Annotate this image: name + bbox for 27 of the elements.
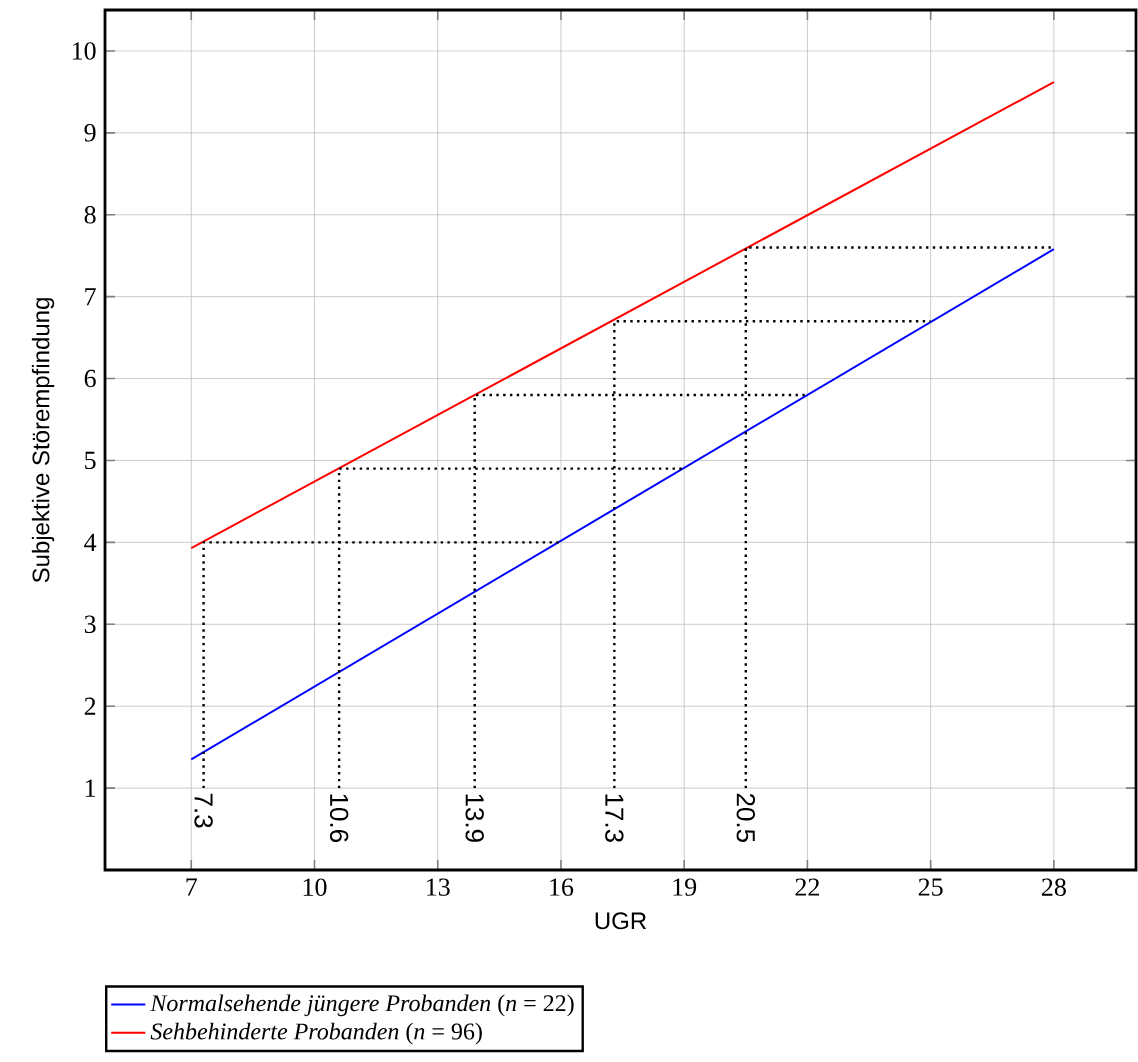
y-tick-label: 1 xyxy=(85,779,96,797)
x-tick-label: 10 xyxy=(303,878,327,896)
x-tick-label: 25 xyxy=(918,878,943,896)
x-axis-title: UGR xyxy=(595,912,647,930)
annotation: 17.3 xyxy=(605,794,624,842)
y-tick-label: 10 xyxy=(72,42,96,60)
annotation: 10.6 xyxy=(329,794,349,842)
annotation: 13.9 xyxy=(465,794,484,842)
y-tick-label: 6 xyxy=(84,369,96,388)
y-axis-title: Subjektive Störempfindung xyxy=(31,298,55,583)
annotation: 20.5 xyxy=(736,793,756,842)
x-tick-label: 22 xyxy=(795,878,819,896)
legend-label: Normalsehende jüngere Probanden (n = 22) xyxy=(150,994,574,1017)
y-tick-label: 7 xyxy=(85,288,96,306)
y-tick-label: 8 xyxy=(84,206,96,224)
y-tick-label: 4 xyxy=(84,533,97,551)
x-tick-label: 28 xyxy=(1041,878,1066,896)
y-tick-label: 5 xyxy=(85,451,96,470)
y-tick-label: 9 xyxy=(84,124,96,142)
y-tick-label: 3 xyxy=(84,615,96,634)
x-tick-label: 7 xyxy=(186,878,198,896)
annotation: 7.3 xyxy=(194,793,213,828)
y-tick-label: 2 xyxy=(84,697,96,715)
legend-label: Sehbehinderte Probanden (n = 96) xyxy=(150,1022,482,1045)
x-tick-label: 19 xyxy=(673,878,697,896)
x-tick-label: 16 xyxy=(550,878,574,896)
x-tick-label: 13 xyxy=(427,878,450,896)
